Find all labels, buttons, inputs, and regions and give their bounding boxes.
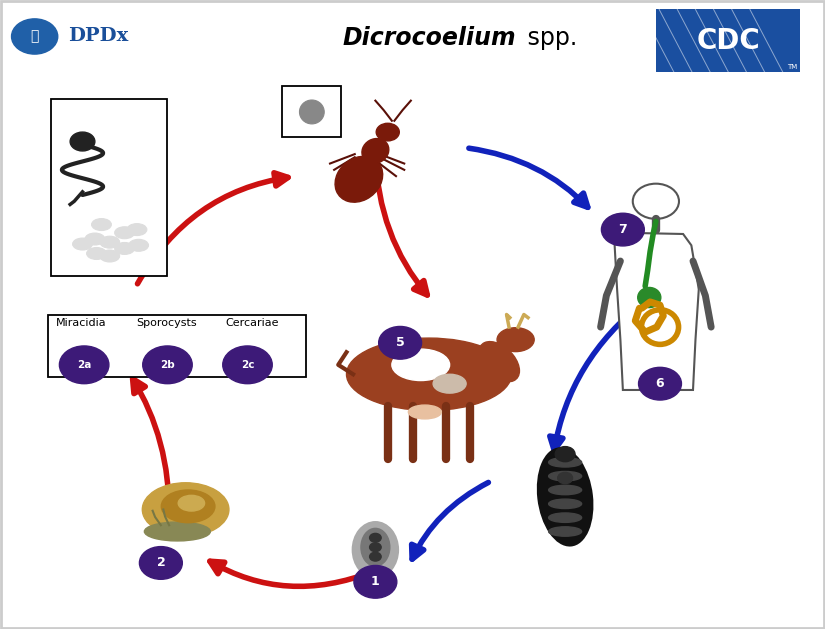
Circle shape <box>59 346 109 384</box>
Ellipse shape <box>549 513 582 522</box>
Ellipse shape <box>353 522 398 577</box>
Circle shape <box>601 213 644 246</box>
Text: 🔬: 🔬 <box>31 30 39 43</box>
Ellipse shape <box>392 349 450 381</box>
Ellipse shape <box>433 374 466 393</box>
Ellipse shape <box>361 528 389 566</box>
Ellipse shape <box>478 342 520 382</box>
Ellipse shape <box>549 458 582 467</box>
Text: Sporocysts: Sporocysts <box>136 318 197 328</box>
FancyBboxPatch shape <box>656 9 800 72</box>
Text: Dicrocoelium: Dicrocoelium <box>342 26 516 50</box>
Ellipse shape <box>100 236 120 248</box>
Ellipse shape <box>549 472 582 481</box>
Ellipse shape <box>497 328 535 352</box>
Circle shape <box>143 346 192 384</box>
Circle shape <box>370 533 381 542</box>
Ellipse shape <box>299 100 324 124</box>
Ellipse shape <box>408 405 441 419</box>
Ellipse shape <box>144 522 210 541</box>
Ellipse shape <box>85 233 105 245</box>
Circle shape <box>370 543 381 552</box>
FancyBboxPatch shape <box>48 315 306 377</box>
Ellipse shape <box>335 157 383 202</box>
Circle shape <box>633 184 679 219</box>
Circle shape <box>354 565 397 598</box>
Circle shape <box>379 326 422 359</box>
Ellipse shape <box>362 138 389 164</box>
Ellipse shape <box>538 448 592 545</box>
Ellipse shape <box>346 338 512 411</box>
FancyBboxPatch shape <box>282 86 341 137</box>
Circle shape <box>555 447 575 462</box>
Polygon shape <box>615 233 699 390</box>
Ellipse shape <box>92 218 111 230</box>
Text: 5: 5 <box>396 337 404 349</box>
Ellipse shape <box>549 499 582 508</box>
Circle shape <box>639 367 681 400</box>
Ellipse shape <box>376 123 399 141</box>
Ellipse shape <box>638 287 661 308</box>
Ellipse shape <box>73 238 92 250</box>
Text: 2c: 2c <box>241 360 254 370</box>
Ellipse shape <box>549 527 582 536</box>
Text: 7: 7 <box>619 223 627 236</box>
Text: TM: TM <box>788 64 798 70</box>
Ellipse shape <box>549 486 582 494</box>
FancyBboxPatch shape <box>51 99 167 276</box>
Circle shape <box>12 19 58 54</box>
Text: spp.: spp. <box>520 26 577 50</box>
Text: CDC: CDC <box>696 27 761 55</box>
Ellipse shape <box>161 490 214 523</box>
Ellipse shape <box>115 242 134 254</box>
Ellipse shape <box>178 496 205 511</box>
Text: 2b: 2b <box>160 360 175 370</box>
Text: DPDx: DPDx <box>68 28 128 45</box>
Circle shape <box>70 132 95 151</box>
Text: Cercariae: Cercariae <box>225 318 278 328</box>
Text: 2: 2 <box>157 557 165 569</box>
Text: 1: 1 <box>371 576 380 588</box>
Ellipse shape <box>115 226 134 239</box>
Ellipse shape <box>142 483 229 536</box>
Ellipse shape <box>87 247 106 260</box>
Ellipse shape <box>129 239 148 251</box>
Circle shape <box>223 346 272 384</box>
Text: 6: 6 <box>656 377 664 390</box>
Ellipse shape <box>100 250 120 262</box>
Text: Miracidia: Miracidia <box>55 318 106 328</box>
Ellipse shape <box>127 223 147 236</box>
Circle shape <box>558 472 573 484</box>
Circle shape <box>370 552 381 561</box>
Circle shape <box>139 547 182 579</box>
Text: 2a: 2a <box>77 360 92 370</box>
